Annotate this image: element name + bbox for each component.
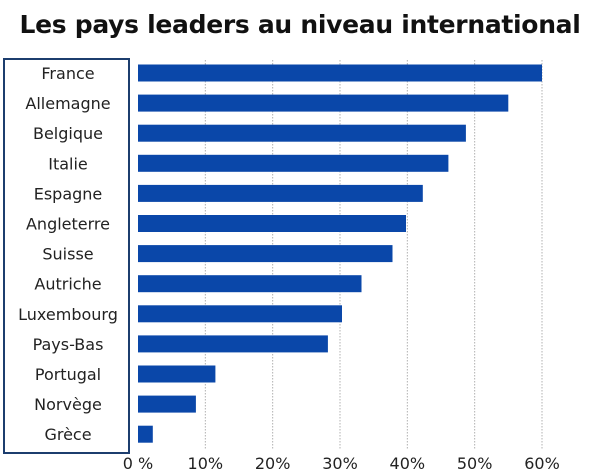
bar — [138, 184, 423, 202]
category-label: Grèce — [44, 425, 91, 444]
category-label: Autriche — [34, 275, 101, 294]
x-tick-label: 40% — [390, 454, 426, 473]
category-label-box — [3, 58, 130, 454]
category-label: Suisse — [42, 245, 93, 264]
bar — [138, 305, 342, 323]
bars — [138, 64, 542, 443]
category-labels: France Allemagne Belgique Italie Espagne Angl… — [18, 64, 118, 444]
bar — [138, 395, 196, 413]
x-tick-label: 60% — [524, 454, 560, 473]
bar — [138, 154, 449, 172]
bar — [138, 335, 328, 353]
category-label: Belgique — [33, 124, 103, 143]
category-label: France — [41, 64, 94, 83]
x-tick-label: 50% — [457, 454, 493, 473]
category-label: Allemagne — [25, 94, 110, 113]
bar — [138, 124, 466, 142]
bar — [138, 94, 509, 112]
category-label: Espagne — [34, 184, 103, 203]
category-label: Portugal — [35, 365, 101, 384]
bar — [138, 425, 153, 443]
category-label: Pays-Bas — [33, 335, 104, 354]
category-label: Luxembourg — [18, 305, 118, 324]
bar — [138, 64, 542, 82]
bar — [138, 275, 362, 293]
x-tick-label: 10% — [188, 454, 224, 473]
category-label: Angleterre — [26, 215, 110, 234]
bar — [138, 245, 393, 263]
chart-title: Les pays leaders au niveau international — [19, 10, 581, 39]
bar — [138, 365, 216, 383]
category-label: Italie — [48, 154, 88, 173]
x-tick-label: 20% — [255, 454, 291, 473]
category-label: Norvège — [34, 395, 102, 414]
bar — [138, 215, 406, 232]
x-tick-label: 30% — [322, 454, 358, 473]
x-axis-ticks: 0 % 10% 20% 30% 40% 50% 60% — [123, 454, 560, 473]
x-tick-label: 0 % — [123, 454, 153, 473]
